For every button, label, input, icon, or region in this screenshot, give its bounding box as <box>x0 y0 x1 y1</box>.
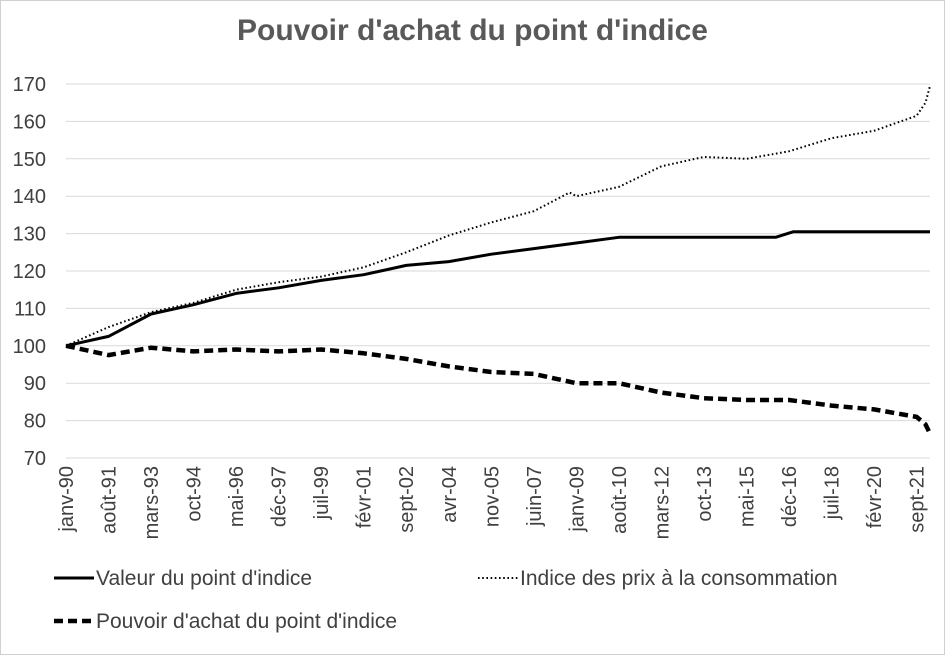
legend-label-1: Valeur du point d'indice <box>96 567 312 590</box>
x-tick-label: mars-93 <box>141 466 163 539</box>
x-tick-label: nov-05 <box>481 466 503 527</box>
x-tick-label: janv-09 <box>566 466 588 533</box>
x-tick-label: sept-21 <box>907 466 929 533</box>
x-tick-label: mai-15 <box>736 466 758 527</box>
x-tick-label: oct-94 <box>184 466 206 522</box>
y-tick-label: 120 <box>13 261 46 283</box>
x-tick-label: août-91 <box>99 466 121 534</box>
x-axis-ticks: janv-90 août-91 mars-93 oct-94 mai-96 déc-97 j… <box>56 466 929 539</box>
x-tick-label: janv-90 <box>56 466 78 533</box>
legend: Valeur du point d'indice Indice des prix … <box>54 567 838 633</box>
y-tick-label: 70 <box>24 448 46 470</box>
y-tick-label: 170 <box>13 74 46 96</box>
series-line-2 <box>65 85 931 347</box>
x-tick-label: oct-13 <box>694 466 716 522</box>
x-tick-label: sept-02 <box>396 466 418 533</box>
legend-label-3: Pouvoir d'achat du point d'indice <box>96 610 397 633</box>
y-tick-label: 100 <box>13 336 46 358</box>
x-tick-label: avr-04 <box>439 466 461 523</box>
series-line-3 <box>65 343 933 435</box>
series-group <box>65 85 933 435</box>
chart-title: Pouvoir d'achat du point d'indice <box>237 14 708 47</box>
x-tick-label: août-10 <box>609 466 631 534</box>
y-tick-label: 90 <box>24 373 46 395</box>
x-tick-label: févr-20 <box>864 466 886 528</box>
y-tick-label: 80 <box>24 411 46 433</box>
x-tick-label: mai-96 <box>226 466 248 527</box>
y-tick-label: 110 <box>14 298 46 320</box>
x-tick-label: juil-18 <box>822 466 844 520</box>
x-tick-label: mars-12 <box>651 466 673 539</box>
y-tick-label: 150 <box>13 149 46 171</box>
y-tick-label: 130 <box>13 224 46 246</box>
gridlines <box>66 83 930 459</box>
y-tick-label: 140 <box>13 186 46 208</box>
y-tick-label: 160 <box>13 111 46 133</box>
x-tick-label: juil-99 <box>311 466 333 520</box>
x-tick-label: déc-97 <box>269 466 291 527</box>
x-tick-label: déc-16 <box>779 466 801 527</box>
series-line-1 <box>65 230 930 348</box>
y-axis-ticks: 70 80 90 100 110 120 130 140 150 160 170 <box>13 74 46 470</box>
x-tick-label: juin-07 <box>524 466 546 527</box>
x-tick-label: févr-01 <box>354 466 376 528</box>
legend-label-2: Indice des prix à la consommation <box>520 567 838 590</box>
